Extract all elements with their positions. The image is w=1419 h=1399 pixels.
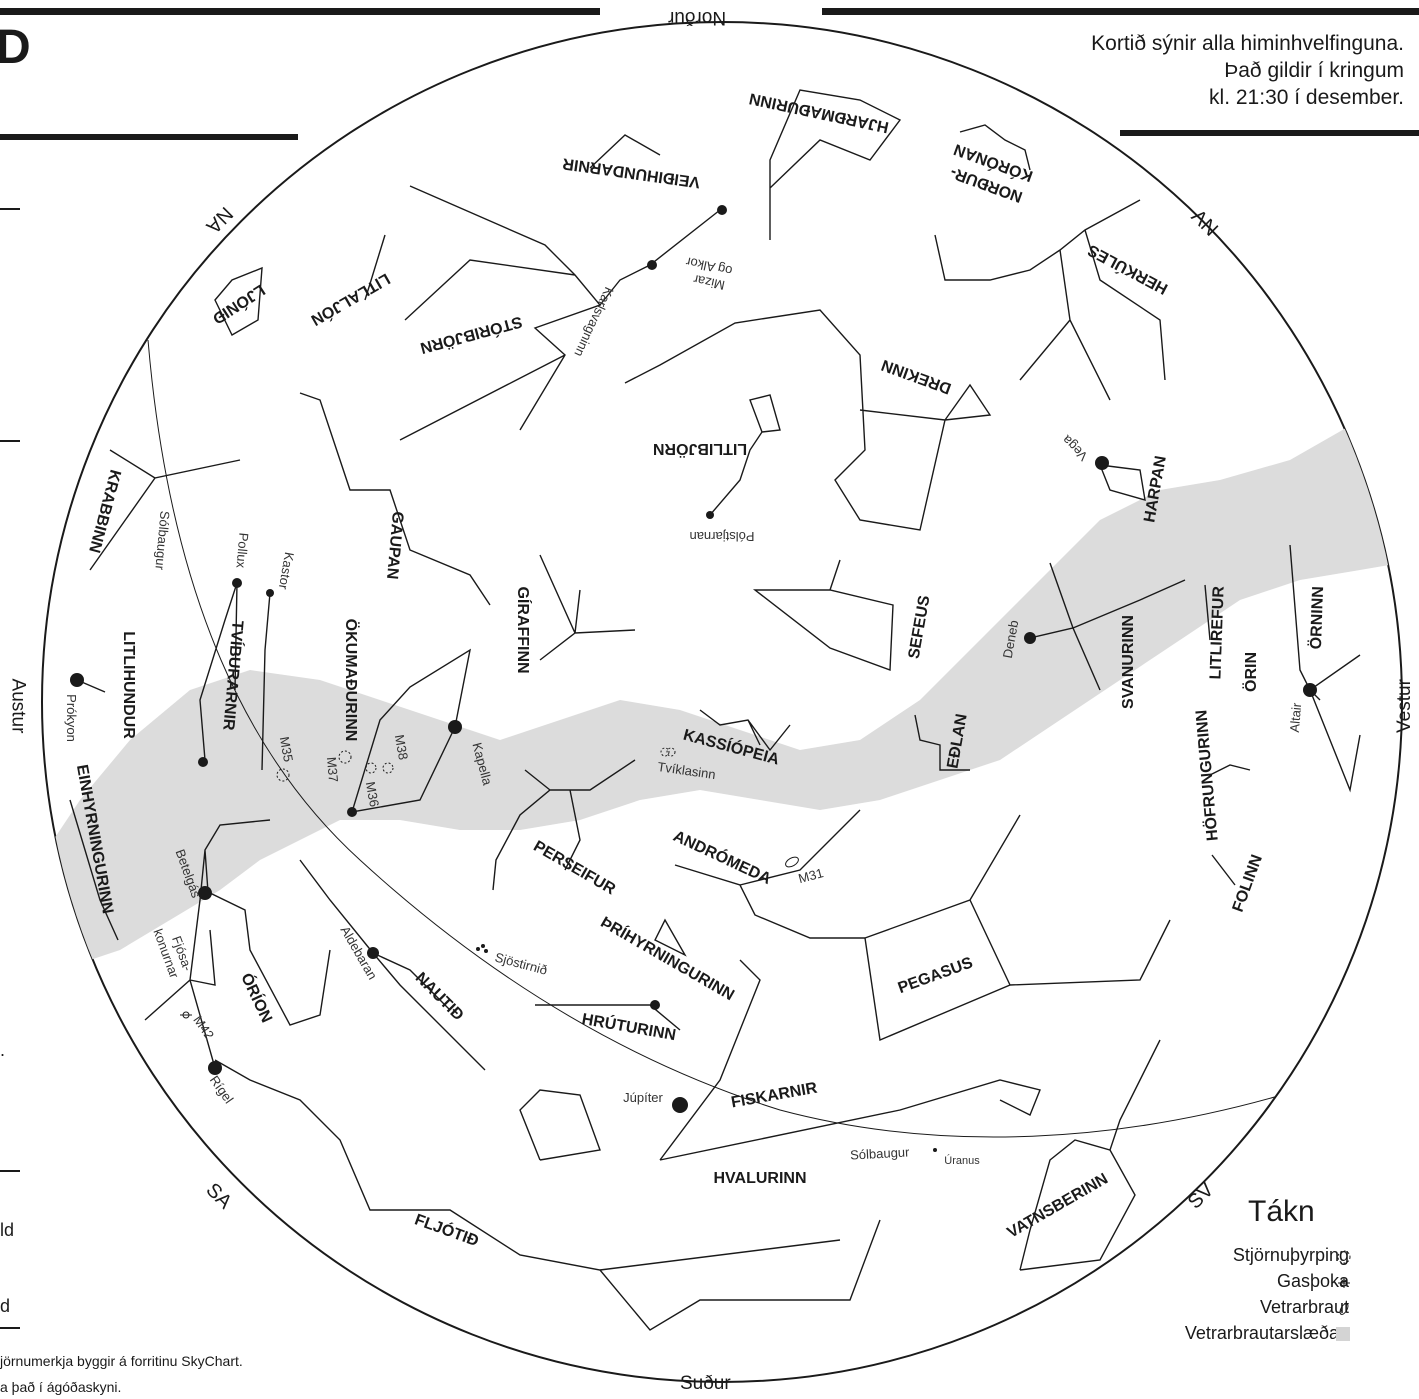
- star-altair: [1303, 683, 1317, 697]
- label-mizar-1: Mizar: [691, 272, 726, 293]
- left-fragment-d: d: [0, 1296, 11, 1316]
- star-betelgas: [198, 886, 212, 900]
- cluster-m36-icon: [365, 762, 377, 774]
- top-left-band: [0, 8, 600, 15]
- deep-sky-objects: [276, 747, 676, 782]
- west-label: Vestur: [1393, 679, 1415, 733]
- label-m37: M37: [324, 756, 341, 783]
- star-rigel: [208, 1061, 222, 1075]
- nebula-icon: [1338, 1278, 1350, 1288]
- constellation-lines: [69, 89, 1361, 1331]
- star-mizar-area: [717, 205, 727, 215]
- label-jupiter: Júpíter: [623, 1090, 663, 1105]
- label-hvalurinn: HVALURINN: [713, 1170, 806, 1187]
- description-line-2: Það gildir í kringum: [1224, 59, 1404, 82]
- label-ornninn: ÖRNINN: [1306, 586, 1327, 650]
- legend-item-nebula: Gasþoka: [1276, 1271, 1349, 1291]
- label-m31: M31: [797, 865, 825, 886]
- bright-stars: [70, 205, 1317, 1152]
- label-okumadurinn: ÖKUMAÐURINN: [342, 619, 361, 742]
- left-rule-band: [0, 134, 298, 140]
- left-tick-4: [0, 1327, 20, 1329]
- star-auriga-low: [347, 807, 357, 817]
- description-line-3: kl. 21:30 í desember.: [1209, 86, 1404, 109]
- chart-description: Kortið sýnir alla himinhvelfinguna. Það …: [1091, 30, 1404, 111]
- nebula-m42-icon: [180, 1011, 192, 1019]
- footer-line-1: jörnumerkja byggir á forritinu SkyChart.: [0, 1353, 243, 1369]
- label-m35: M35: [277, 735, 296, 763]
- east-label: Austur: [7, 678, 29, 734]
- star-kastor: [266, 589, 274, 597]
- legend-item-cluster: Stjörnuþyrping: [1232, 1245, 1349, 1265]
- left-tick-2: [0, 440, 20, 442]
- planet-jupiter: [672, 1097, 688, 1113]
- label-prokyon: Prókyon: [64, 694, 79, 742]
- label-deneb: Deneb: [1000, 619, 1021, 659]
- label-litlibjorn: LITLIBJÖRN: [653, 440, 747, 459]
- planet-uranus: [933, 1148, 937, 1152]
- legend-item-galaxy: Vetrarbraut: [1259, 1297, 1349, 1317]
- cluster-m35-icon: [276, 768, 290, 782]
- right-rule-band: [1120, 130, 1419, 136]
- label-m38: M38: [392, 733, 411, 761]
- double-cluster-icon-a: [660, 747, 670, 757]
- north-label: Norður: [668, 7, 727, 28]
- label-litlihundur: LITLIHUNDUR: [120, 631, 137, 739]
- description-line-1: Kortið sýnir alla himinhvelfinguna.: [1091, 32, 1404, 55]
- label-pollux: Pollux: [233, 532, 251, 569]
- star-vega: [1095, 456, 1109, 470]
- label-solbaugur-north: Sólbaugur: [152, 510, 172, 571]
- left-tick-1: [0, 208, 20, 210]
- star-hamal: [650, 1000, 660, 1010]
- ecliptic-line: [147, 339, 1331, 1138]
- page-letter: D: [0, 21, 31, 74]
- star-deneb: [1024, 632, 1036, 644]
- label-altair: Altair: [1287, 702, 1305, 733]
- label-litlirefur: LITLIREFUR: [1207, 585, 1227, 679]
- legend-title: Tákn: [1248, 1195, 1315, 1228]
- double-cluster-icon-b: [666, 747, 676, 757]
- star-pollux: [232, 578, 242, 588]
- star-polstjarnan: [706, 511, 714, 519]
- legend-item-milkyway: Vetrarbrautarslæðan: [1184, 1323, 1349, 1343]
- label-uranus: Úranus: [944, 1154, 980, 1167]
- star-gemini-foot: [198, 757, 208, 767]
- milky-way-swatch: [1336, 1327, 1350, 1341]
- star-cluster-icon: [1337, 1250, 1351, 1264]
- galaxy-m31-icon: [785, 856, 799, 868]
- label-kastor: Kastor: [276, 551, 297, 591]
- label-giraffinn: GÍRAFFINN: [514, 586, 533, 673]
- top-right-band: [822, 8, 1419, 15]
- pleiades-icon: [476, 944, 488, 953]
- milky-way-band: [42, 380, 1402, 970]
- cluster-m38-icon: [382, 762, 394, 774]
- label-svanurinn: SVANURINN: [1120, 615, 1137, 709]
- label-orin-west: ÖRIN: [1241, 652, 1260, 692]
- cluster-m37-icon: [338, 750, 352, 764]
- left-fragment-ld: ld: [0, 1220, 15, 1240]
- label-gaupan: GAUPAN: [383, 511, 406, 580]
- galaxy-icon: [1339, 1303, 1349, 1315]
- star-prokyon: [70, 673, 84, 687]
- label-solbaugur-south: Sólbaugur: [850, 1144, 911, 1162]
- left-fragment-dot: .: [0, 1040, 6, 1060]
- label-polstjarnan: Pólstjarnan: [689, 529, 754, 544]
- footer-line-2: a það í ágóðaskyni.: [0, 1379, 122, 1395]
- south-label: Suður: [680, 1373, 731, 1394]
- label-m36: M36: [363, 780, 382, 808]
- star-kapella: [448, 720, 462, 734]
- sky-horizon-circle: [41, 21, 1403, 1383]
- star-mizar: [647, 260, 657, 270]
- star-aldebaran: [367, 947, 379, 959]
- left-tick-3: [0, 1170, 20, 1172]
